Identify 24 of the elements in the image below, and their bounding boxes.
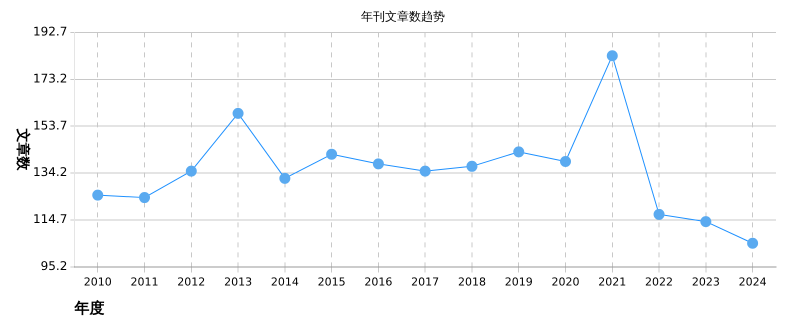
x-tick-label: 2020 xyxy=(552,275,580,288)
x-tick-label: 2021 xyxy=(598,275,626,288)
y-tick-label: 173.2 xyxy=(32,71,68,86)
x-tick-label: 2011 xyxy=(130,275,159,288)
x-tick-label: 2023 xyxy=(692,275,720,288)
y-tick-label: 95.2 xyxy=(40,258,68,273)
x-tick-label: 2015 xyxy=(318,275,346,288)
y-tick-label: 153.7 xyxy=(32,118,68,132)
chart-title: 年刊文章数趋势 xyxy=(361,9,445,24)
x-tick-label: 2022 xyxy=(645,275,674,288)
x-tick-label: 2017 xyxy=(411,275,440,288)
x-tick-label: 2013 xyxy=(224,275,252,288)
x-tick-label: 2018 xyxy=(458,275,486,288)
y-axis-title: 文章数 xyxy=(14,128,32,172)
x-tick-label: 2014 xyxy=(270,275,299,288)
x-tick-label: 2019 xyxy=(504,275,533,288)
x-tick-label: 2016 xyxy=(364,275,392,288)
x-tick-label: 2012 xyxy=(177,275,206,288)
y-tick-label: 134.2 xyxy=(32,165,68,180)
x-tick-label: 2010 xyxy=(84,275,112,288)
x-axis-title: 年度 xyxy=(73,298,104,317)
x-tick-label: 2024 xyxy=(738,275,767,288)
y-tick-label: 192.7 xyxy=(32,24,68,39)
y-tick-label: 114.7 xyxy=(32,212,68,226)
